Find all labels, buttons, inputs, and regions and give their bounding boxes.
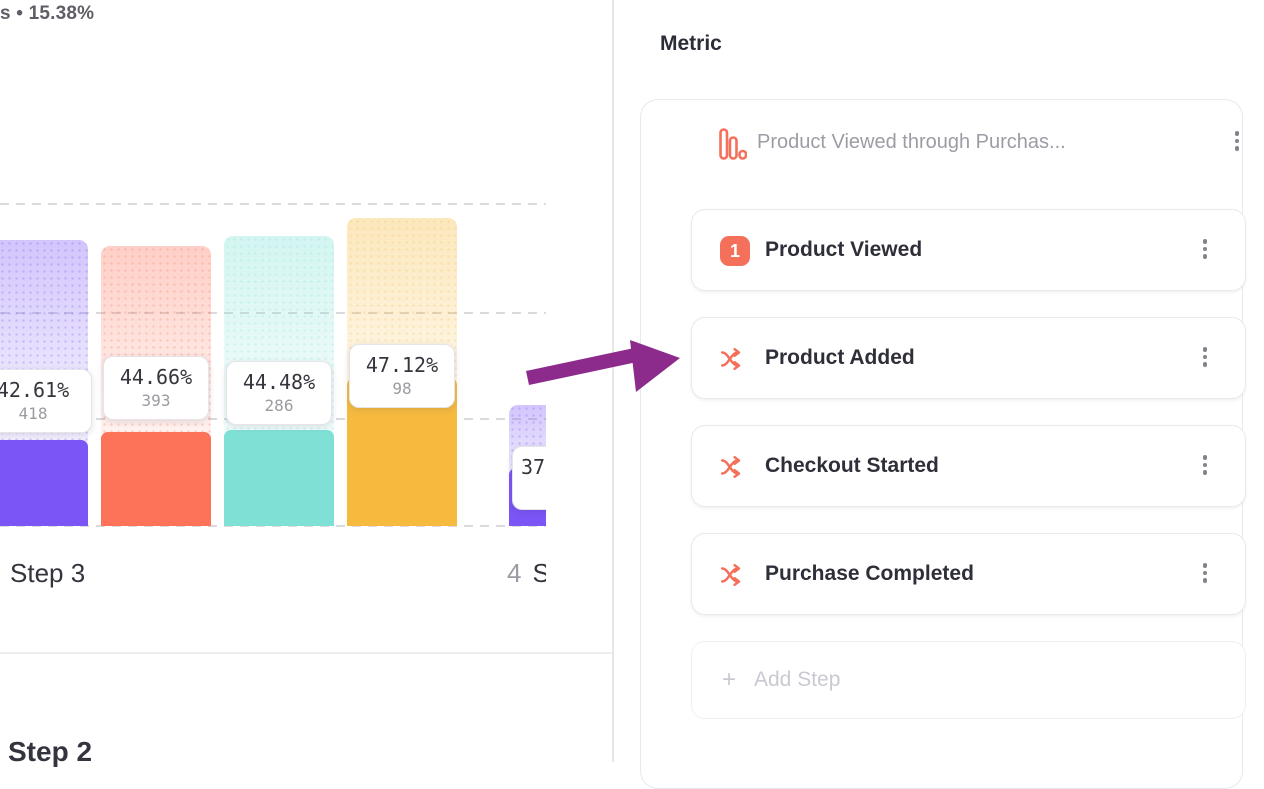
- metric-card: Product Viewed through Purchas... 1 Prod…: [640, 99, 1246, 789]
- conversion-count: 393: [141, 391, 171, 410]
- gridline: [0, 203, 546, 205]
- funnel-bar-converted-2[interactable]: [101, 432, 211, 526]
- step-label: Purchase Completed: [765, 562, 974, 585]
- gridline-baseline: [0, 525, 546, 527]
- shuffle-icon: [720, 456, 741, 478]
- add-step-label: Add Step: [754, 668, 841, 691]
- axis-step-number: 4: [507, 558, 522, 588]
- step-row-purchase-completed[interactable]: Purchase Completed: [691, 533, 1246, 615]
- bar-label-2: 44.66% 393: [103, 356, 209, 420]
- metric-card-header[interactable]: Product Viewed through Purchas...: [641, 100, 1242, 188]
- conversion-pct: 44.66%: [119, 365, 193, 389]
- step-row-product-added[interactable]: Product Added: [691, 317, 1246, 399]
- step-menu-kebab-icon[interactable]: [1195, 560, 1215, 590]
- bar-label-3: 44.48% 286: [226, 361, 332, 425]
- bar-label-4: 47.12% 98: [349, 344, 455, 408]
- step-menu-kebab-icon[interactable]: [1195, 236, 1215, 266]
- next-section-heading: Step 2: [8, 736, 93, 767]
- section-divider: [0, 652, 612, 654]
- gridline: [0, 312, 546, 314]
- panel-heading: Metric: [660, 32, 722, 55]
- bar-label-5: 37: [512, 446, 546, 510]
- step-menu-kebab-icon[interactable]: [1195, 452, 1215, 482]
- funnel-metric-icon: [719, 128, 747, 160]
- conversion-pct: 42.61%: [0, 378, 70, 402]
- axis-label-step-3: Step 3: [10, 558, 86, 588]
- step-label: Product Viewed: [765, 238, 923, 261]
- shuffle-icon: [720, 348, 741, 370]
- axis-label-step-4: 4Step 4: [507, 558, 546, 588]
- conversion-count: 418: [18, 404, 48, 423]
- shuffle-icon: [720, 564, 741, 586]
- funnel-chart-pane: s • 15.38% 42.61% 418 44.66% 393 44.48% …: [0, 0, 612, 767]
- conversion-pct: 37: [521, 455, 546, 479]
- chart-title-fragment: s • 15.38%: [0, 3, 95, 24]
- step-menu-kebab-icon[interactable]: [1195, 344, 1215, 374]
- step-number-badge: 1: [720, 236, 750, 266]
- conversion-pct: 47.12%: [365, 353, 439, 377]
- funnel-bar-converted-3[interactable]: [224, 430, 334, 526]
- bar-label-1: 42.61% 418: [0, 369, 92, 433]
- funnel-bar-converted-1[interactable]: [0, 440, 88, 526]
- step-label: Checkout Started: [765, 454, 939, 477]
- conversion-count: 286: [264, 396, 294, 415]
- step-row-product-viewed[interactable]: 1 Product Viewed: [691, 209, 1246, 291]
- metric-menu-kebab-icon[interactable]: [1227, 128, 1247, 158]
- step-label: Product Added: [765, 346, 915, 369]
- metric-title: Product Viewed through Purchas...: [757, 131, 1066, 153]
- funnel-chart: 42.61% 418 44.66% 393 44.48% 286 47.12% …: [0, 0, 546, 640]
- conversion-pct: 44.48%: [242, 370, 316, 394]
- conversion-count: [521, 480, 546, 502]
- step-row-checkout-started[interactable]: Checkout Started: [691, 425, 1246, 507]
- add-step-button[interactable]: + Add Step: [691, 641, 1246, 719]
- plus-icon: +: [722, 666, 737, 693]
- metric-panel: Metric Product Viewed through Purchas...…: [614, 0, 1264, 789]
- conversion-count: 98: [392, 379, 412, 398]
